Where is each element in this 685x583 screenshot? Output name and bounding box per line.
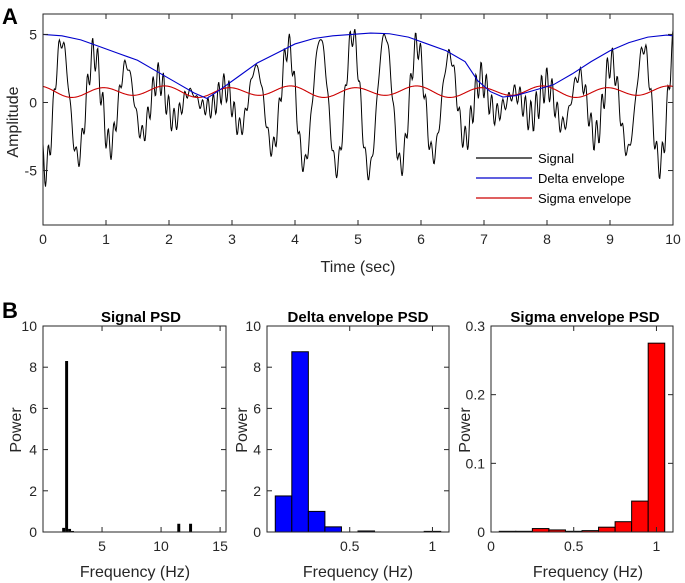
signal-psd-xtick-label: 5 (98, 538, 106, 554)
delta-envelope-psd-bar (324, 526, 342, 533)
timeseries-ytick-label: -5 (25, 163, 38, 179)
signal-psd-ytick-label: 10 (21, 318, 37, 334)
signal-psd-chart: 5 10 15 0 2 4 6 8 10 Signal PSD Frequency (Hz) P… (8, 309, 228, 581)
delta-envelope-psd-ytick-label: 2 (253, 483, 261, 499)
timeseries-ylabel: Amplitude (5, 86, 22, 157)
timeseries-xtick-label: 8 (543, 231, 551, 247)
timeseries-chart: Signal Delta envelope Sigma envelope 0 1 2 3 4… (5, 13, 681, 276)
delta-envelope-psd-ytick-label: 8 (253, 359, 261, 375)
delta-envelope-psd-bar (274, 495, 293, 533)
delta-envelope-psd-ytick-label: 10 (245, 318, 261, 334)
sigma-envelope-psd-axis-box (490, 325, 674, 533)
timeseries-xtick-label: 10 (665, 231, 681, 247)
delta-envelope-psd-title: Delta envelope PSD (288, 309, 429, 326)
sigma-envelope-psd-axes: 0 0.5 1 0 0.1 0.2 0.3 (466, 318, 674, 554)
series-signal-line (43, 28, 673, 187)
series-sigma-envelope-line (43, 85, 673, 98)
legend-entry-delta-envelope: Delta envelope (538, 171, 625, 186)
delta-envelope-psd-bars (274, 351, 442, 533)
signal-psd-ytick-label: 2 (29, 483, 37, 499)
signal-psd-bars (62, 361, 193, 532)
timeseries-xtick-label: 1 (102, 231, 110, 247)
timeseries-axes: 0 1 2 3 4 5 6 7 8 9 10 -5 0 5 (25, 13, 681, 247)
timeseries-ytick-label: 5 (29, 26, 37, 42)
sigma-envelope-psd-xlabel: Frequency (Hz) (533, 564, 643, 581)
signal-psd-bar (71, 530, 74, 532)
signal-psd-ytick-label: 0 (29, 524, 37, 540)
signal-psd-title: Signal PSD (101, 309, 181, 326)
sigma-envelope-psd-ytick-label: 0.2 (466, 387, 486, 403)
delta-envelope-psd-bar (291, 351, 309, 533)
sigma-envelope-psd-xtick-label: 0 (487, 538, 495, 554)
signal-psd-xlabel: Frequency (Hz) (80, 564, 190, 581)
signal-psd-bar (62, 527, 66, 532)
sigma-envelope-psd-ytick-label: 0.1 (466, 455, 486, 471)
timeseries-legend: Signal Delta envelope Sigma envelope (476, 151, 631, 206)
panel-label-b: B (2, 298, 18, 323)
sigma-envelope-psd-ylabel: Power (457, 407, 474, 453)
timeseries-xtick-label: 7 (480, 231, 488, 247)
timeseries-xlabel: Time (sec) (321, 259, 396, 276)
timeseries-xtick-label: 6 (417, 231, 425, 247)
timeseries-xtick-label: 3 (228, 231, 236, 247)
signal-psd-bar (68, 528, 72, 532)
signal-psd-axes: 5 10 15 0 2 4 6 8 10 (21, 318, 228, 554)
delta-envelope-psd-ylabel: Power (234, 407, 251, 453)
delta-envelope-psd-ytick-label: 4 (253, 442, 261, 458)
signal-psd-ytick-label: 4 (29, 442, 37, 458)
signal-psd-xtick-label: 10 (153, 538, 169, 554)
sigma-envelope-psd-title: Sigma envelope PSD (510, 309, 659, 326)
timeseries-xtick-label: 2 (165, 231, 173, 247)
sigma-envelope-psd-bar (631, 500, 649, 533)
series-delta-envelope-line (43, 32, 673, 100)
signal-psd-ytick-label: 6 (29, 400, 37, 416)
signal-psd-ylabel: Power (8, 407, 25, 453)
sigma-envelope-psd-bar (614, 521, 633, 533)
signal-psd-bar (177, 523, 181, 532)
timeseries-xtick-label: 0 (39, 231, 47, 247)
delta-envelope-psd-ytick-label: 6 (253, 400, 261, 416)
signal-psd-axis-box (42, 325, 227, 533)
sigma-envelope-psd-xtick-label: 1 (653, 538, 661, 554)
sigma-envelope-psd-ytick-label: 0 (477, 524, 485, 540)
timeseries-xtick-label: 9 (606, 231, 614, 247)
sigma-envelope-psd-bar (598, 526, 616, 533)
delta-envelope-psd-xtick-label: 1 (429, 538, 437, 554)
delta-envelope-psd-xtick-label: 0.5 (340, 538, 360, 554)
sigma-envelope-psd-chart: 0 0.5 1 0 0.1 0.2 0.3 Sigma envelope PSD Frequ… (457, 309, 674, 581)
signal-psd-ytick-label: 8 (29, 359, 37, 375)
delta-envelope-psd-ytick-label: 0 (253, 524, 261, 540)
timeseries-series (43, 28, 673, 187)
signal-psd-bar (65, 361, 69, 532)
signal-psd-bar (189, 523, 193, 532)
delta-envelope-psd-axis-box (266, 325, 450, 533)
timeseries-xtick-label: 5 (354, 231, 362, 247)
sigma-envelope-psd-ytick-label: 0.3 (466, 318, 486, 334)
signal-psd-xtick-label: 15 (212, 538, 228, 554)
legend-entry-sigma-envelope: Sigma envelope (538, 191, 631, 206)
legend-entry-signal: Signal (538, 151, 574, 166)
delta-envelope-psd-bar (307, 510, 326, 533)
sigma-envelope-psd-xtick-label: 0.5 (564, 538, 584, 554)
sigma-envelope-psd-bar (647, 342, 666, 533)
timeseries-xtick-label: 4 (291, 231, 299, 247)
sigma-envelope-psd-bar (531, 528, 550, 533)
panel-label-a: A (2, 4, 18, 29)
delta-envelope-psd-xlabel: Frequency (Hz) (303, 564, 413, 581)
sigma-envelope-psd-bars (498, 342, 666, 533)
timeseries-ytick-label: 0 (29, 94, 37, 110)
